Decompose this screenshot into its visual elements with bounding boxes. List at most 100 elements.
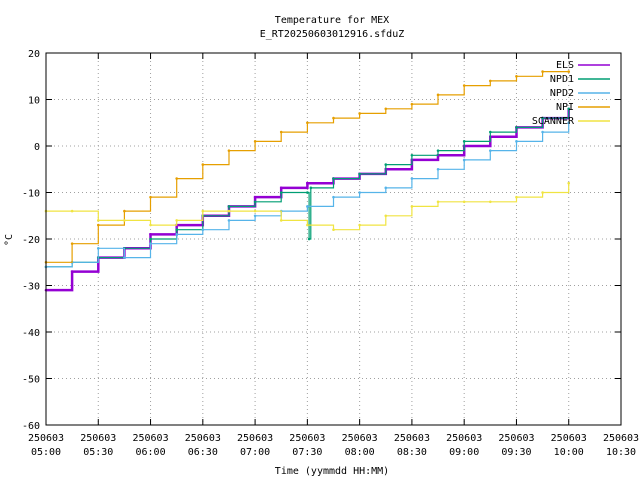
data-point-npd1 xyxy=(253,200,257,204)
ticks-layer: 20100-10-20-30-40-50-6025060305:00250603… xyxy=(22,49,639,458)
data-point-npi xyxy=(358,112,361,115)
data-point-npd1 xyxy=(489,130,492,134)
x-tick-label-time: 07:30 xyxy=(292,447,322,458)
legend: ELS NPD1 NPD2 NPI SCANNER xyxy=(532,60,610,127)
x-tick-label-date: 250603 xyxy=(289,433,325,444)
x-tick-label-date: 250603 xyxy=(237,433,273,444)
data-point-scanner xyxy=(358,223,361,227)
chart-title: Temperature for MEX xyxy=(275,15,389,26)
data-point-npi xyxy=(149,195,152,199)
legend-label-els: ELS xyxy=(556,60,574,71)
data-point-npd1 xyxy=(410,154,414,157)
series-layer xyxy=(44,70,571,292)
data-point-npi xyxy=(541,70,544,73)
x-tick-label-time: 08:30 xyxy=(397,447,427,458)
x-tick-label-time: 10:30 xyxy=(606,447,636,458)
legend-label-npi: NPI xyxy=(556,102,574,113)
y-axis-label: °C xyxy=(4,234,15,246)
y-tick-label: -30 xyxy=(22,282,40,293)
data-point-scanner xyxy=(541,191,544,194)
data-point-npd2 xyxy=(515,140,518,143)
data-point-npi xyxy=(175,177,178,180)
x-tick-label-date: 250603 xyxy=(132,433,168,444)
data-point-els xyxy=(279,186,283,190)
data-point-scanner xyxy=(462,200,466,204)
data-point-npi xyxy=(436,93,440,97)
data-point-scanner xyxy=(123,219,126,222)
y-tick-label: -40 xyxy=(22,328,40,339)
data-point-npi xyxy=(96,223,100,227)
data-point-scanner xyxy=(70,209,74,213)
data-point-npd1 xyxy=(332,177,335,180)
data-point-npd1 xyxy=(307,237,311,241)
x-tick-label-date: 250603 xyxy=(185,433,221,444)
x-tick-label-date: 250603 xyxy=(551,433,587,444)
data-point-scanner xyxy=(567,181,571,185)
data-point-npd1 xyxy=(175,228,178,231)
data-point-npd2 xyxy=(567,121,571,125)
data-point-npi xyxy=(253,140,257,143)
data-point-npd2 xyxy=(436,167,440,171)
x-tick-label-time: 09:00 xyxy=(449,447,479,458)
data-point-npd1 xyxy=(462,140,466,143)
data-point-npi xyxy=(489,79,492,83)
legend-label-npd1: NPD1 xyxy=(550,74,574,85)
data-point-scanner xyxy=(175,219,178,222)
data-point-npi xyxy=(306,121,309,125)
data-point-npd2 xyxy=(201,228,205,231)
data-point-npi xyxy=(332,116,335,120)
data-point-npd1 xyxy=(515,126,518,129)
x-tick-label-time: 07:00 xyxy=(240,447,270,458)
data-point-npi xyxy=(123,209,126,213)
data-point-els xyxy=(253,195,257,199)
y-tick-label: 10 xyxy=(28,96,40,107)
x-tick-label-time: 05:00 xyxy=(31,447,61,458)
data-point-npd1 xyxy=(541,116,544,120)
data-point-scanner xyxy=(306,223,309,227)
y-tick-label: -50 xyxy=(22,375,40,386)
data-point-npi xyxy=(279,130,283,134)
data-point-npd2 xyxy=(384,186,388,190)
data-point-scanner xyxy=(201,209,205,213)
data-point-els xyxy=(70,270,74,273)
data-point-npd2 xyxy=(123,256,126,259)
y-tick-label: -20 xyxy=(22,235,40,246)
data-point-npd2 xyxy=(227,219,231,222)
x-tick-label-time: 08:00 xyxy=(345,447,375,458)
data-point-scanner xyxy=(253,209,257,213)
x-tick-label-date: 250603 xyxy=(394,433,430,444)
data-point-npi xyxy=(515,74,518,78)
data-point-scanner xyxy=(96,219,100,222)
data-point-npd2 xyxy=(332,195,335,199)
data-point-npd1 xyxy=(384,163,388,166)
data-point-scanner xyxy=(227,209,231,213)
data-point-npi xyxy=(567,70,571,73)
x-tick-label-date: 250603 xyxy=(342,433,378,444)
data-point-npd2 xyxy=(541,130,544,134)
x-tick-label-time: 06:00 xyxy=(135,447,165,458)
data-point-scanner xyxy=(149,223,152,227)
y-tick-label: 20 xyxy=(28,49,40,60)
data-point-npd2 xyxy=(149,242,152,245)
data-point-npi xyxy=(410,102,414,106)
y-tick-label: -10 xyxy=(22,189,40,200)
data-point-npd2 xyxy=(175,233,178,236)
data-point-npd1 xyxy=(309,186,313,190)
data-point-npi xyxy=(227,149,231,152)
data-point-scanner xyxy=(332,228,335,231)
legend-label-npd2: NPD2 xyxy=(550,88,574,99)
data-point-npd1 xyxy=(279,191,283,194)
data-point-els xyxy=(149,233,152,236)
data-point-npd1 xyxy=(358,172,361,176)
x-axis-label: Time (yymmdd HH:MM) xyxy=(275,466,389,477)
plot-border xyxy=(45,52,622,426)
data-point-scanner xyxy=(410,205,414,208)
legend-label-scanner: SCANNER xyxy=(532,116,575,127)
data-point-scanner xyxy=(279,219,283,222)
data-point-npd1 xyxy=(306,191,309,194)
x-tick-label-date: 250603 xyxy=(28,433,64,444)
series-line-npi xyxy=(46,71,569,263)
x-tick-label-date: 250603 xyxy=(446,433,482,444)
data-point-scanner xyxy=(489,200,492,204)
